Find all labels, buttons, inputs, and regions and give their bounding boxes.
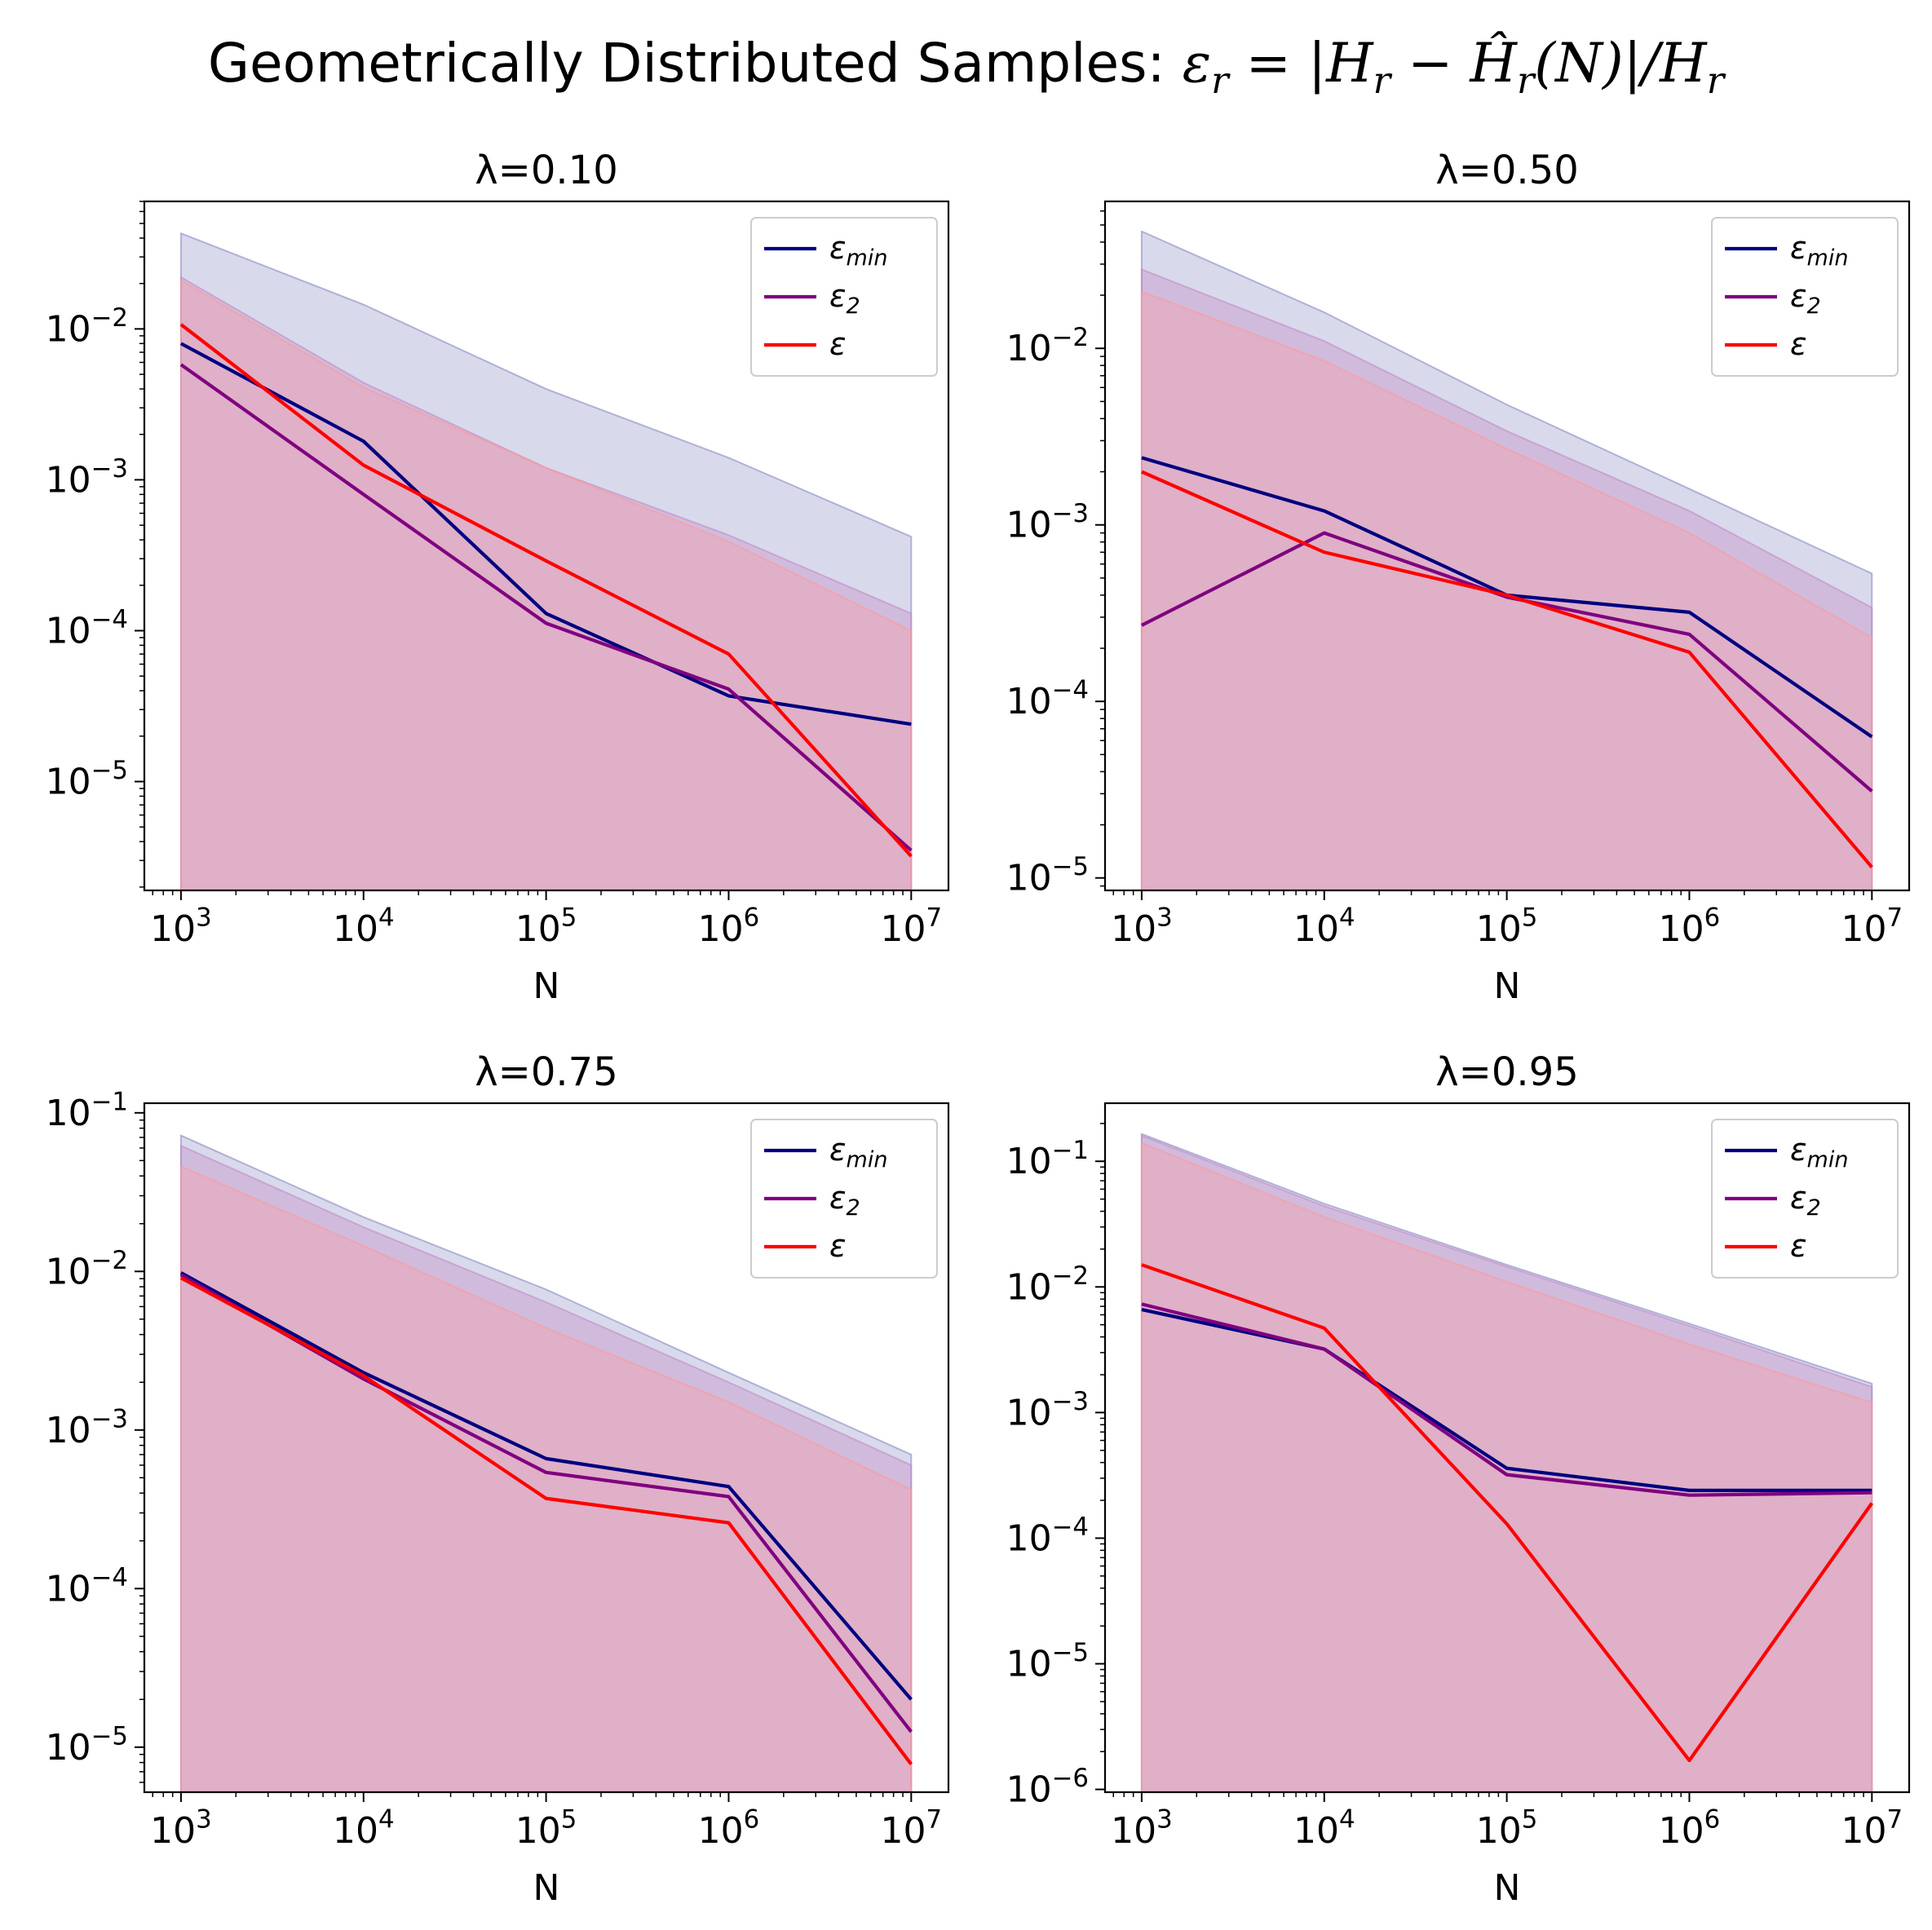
subplot-title: λ=0.95 [1435,1049,1579,1095]
x-tick-label: 105 [1476,1805,1538,1852]
figure-title-formula: εr = |Hr − Ĥr(N)|/Hr [1182,32,1725,103]
y-tick-label: 10−2 [1006,323,1089,369]
band-eps [179,1164,913,1792]
x-tick-label: 103 [150,1805,212,1852]
x-axis-label: N [533,1867,560,1909]
x-tick-label: 105 [515,903,577,950]
y-tick-label: 10−3 [1006,499,1089,545]
x-axis-label: N [1494,965,1521,1007]
legend-entry-label: ε [829,1228,847,1264]
y-tick-label: 10−4 [46,605,128,651]
x-tick-label: 106 [1659,903,1721,950]
subplot-1: 103 104 105 106 107 10−5 10−4 10−3 10−2 λ=0.10 Nεm… [46,148,950,1007]
x-tick-label: 105 [1476,903,1538,950]
x-tick-label: 105 [515,1805,577,1852]
x-axis-label: N [1494,1867,1521,1909]
y-tick-label: 10−6 [1006,1764,1089,1810]
x-tick-label: 107 [881,903,943,950]
y-tick-label: 10−5 [46,1721,128,1768]
series-lines [1141,1263,1874,1763]
error-bands [1140,230,1873,890]
legend-entry-label: ε [829,326,847,362]
x-tick-label: 107 [1841,1805,1903,1852]
y-tick-label: 10−2 [1006,1261,1089,1308]
subplot-title: λ=0.50 [1435,148,1579,193]
band-eps [1140,290,1873,890]
x-tick-label: 103 [1111,903,1173,950]
subplot-title: λ=0.75 [475,1049,618,1095]
y-tick-label: 10−3 [46,1404,128,1451]
x-tick-label: 106 [698,1805,760,1852]
y-tick-label: 10−3 [1006,1387,1089,1433]
x-tick-label: 103 [150,903,212,950]
legend-entry-label: ε [1790,1228,1807,1264]
subplot-2: 103 104 105 106 107 10−5 10−4 10−3 10−2 λ=0.50 Nεm… [1006,148,1911,1007]
subplot-3: 103 104 105 106 107 10−5 10−4 10−3 10−2 10−1 λ=0.7… [46,1049,950,1909]
x-tick-label: 104 [333,903,395,950]
y-tick-label: 10−2 [46,303,128,350]
subplot-4: 103 104 105 106 107 10−6 10−5 10−4 10−3 10−2 10−1 λ… [1006,1049,1911,1909]
series-lines [1140,456,1873,868]
y-tick-label: 10−4 [46,1563,128,1610]
x-tick-label: 104 [333,1805,395,1852]
y-tick-label: 10−1 [1006,1136,1089,1182]
y-tick-label: 10−3 [46,454,128,501]
figure-title-text: Geometrically Distributed Samples: [207,32,1183,95]
y-tick-label: 10−2 [46,1246,128,1292]
y-tick-label: 10−1 [46,1087,128,1133]
y-tick-label: 10−5 [1006,852,1089,899]
y-tick-label: 10−4 [1006,676,1089,722]
series-lines [179,1271,913,1766]
x-tick-label: 103 [1111,1805,1173,1852]
legend-entry-label: ε [1790,326,1807,362]
x-tick-label: 107 [1841,903,1903,950]
x-tick-label: 107 [881,1805,943,1852]
series-lines [179,323,913,858]
error-bands [179,1134,913,1792]
legend-box [1711,1119,1899,1279]
legend-box [1711,217,1899,377]
y-tick-label: 10−5 [46,756,128,802]
figure-title: Geometrically Distributed Samples: εr = … [0,31,1932,103]
x-tick-label: 104 [1293,903,1355,950]
x-axis-label: N [533,965,560,1007]
x-tick-label: 104 [1293,1805,1355,1852]
subplot-title: λ=0.10 [475,148,618,193]
legend-box [750,1119,938,1279]
x-tick-label: 106 [698,903,760,950]
x-tick-label: 106 [1659,1805,1721,1852]
y-tick-label: 10−5 [1006,1638,1089,1685]
y-tick-label: 10−4 [1006,1513,1089,1559]
legend-box [750,217,938,377]
band-eps [179,279,913,890]
